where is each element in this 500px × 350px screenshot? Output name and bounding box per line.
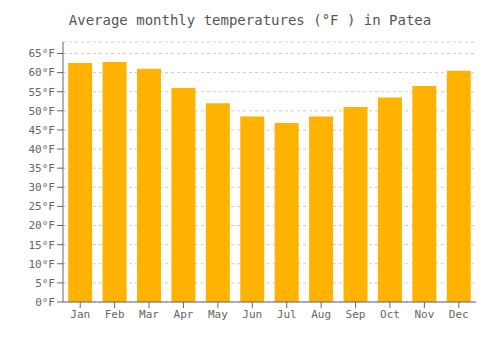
- svg-text:Apr: Apr: [174, 308, 194, 321]
- svg-text:65°F: 65°F: [29, 47, 56, 60]
- svg-text:5°F: 5°F: [35, 277, 55, 290]
- svg-text:35°F: 35°F: [29, 162, 56, 175]
- svg-text:20°F: 20°F: [29, 219, 56, 232]
- svg-text:50°F: 50°F: [29, 105, 56, 118]
- svg-text:Jul: Jul: [277, 308, 297, 321]
- svg-text:Dec: Dec: [449, 308, 469, 321]
- svg-text:Oct: Oct: [380, 308, 400, 321]
- html-text:Average monthly temperatures (: Average monthly temperatures (°F ) in Pa…: [68, 12, 432, 28]
- svg-text:40°F: 40°F: [29, 143, 56, 156]
- svg-text:Aug: Aug: [311, 308, 331, 321]
- svg-text:30°F: 30°F: [29, 181, 56, 194]
- svg-text:10°F: 10°F: [29, 258, 56, 271]
- svg-text:Nov: Nov: [414, 308, 434, 321]
- svg-text:Jun: Jun: [242, 308, 262, 321]
- svg-text:60°F: 60°F: [29, 66, 56, 79]
- svg-text:May: May: [208, 308, 228, 321]
- svg-text:Jan: Jan: [70, 308, 90, 321]
- svg-text:45°F: 45°F: [29, 124, 56, 137]
- svg-text:Sep: Sep: [346, 308, 366, 321]
- svg-text:0°F: 0°F: [35, 296, 55, 309]
- svg-text:Mar: Mar: [139, 308, 159, 321]
- svg-text:15°F: 15°F: [29, 239, 56, 252]
- svg-text:25°F: 25°F: [29, 200, 56, 213]
- svg-text:55°F: 55°F: [29, 86, 56, 99]
- svg-text:Feb: Feb: [105, 308, 125, 321]
